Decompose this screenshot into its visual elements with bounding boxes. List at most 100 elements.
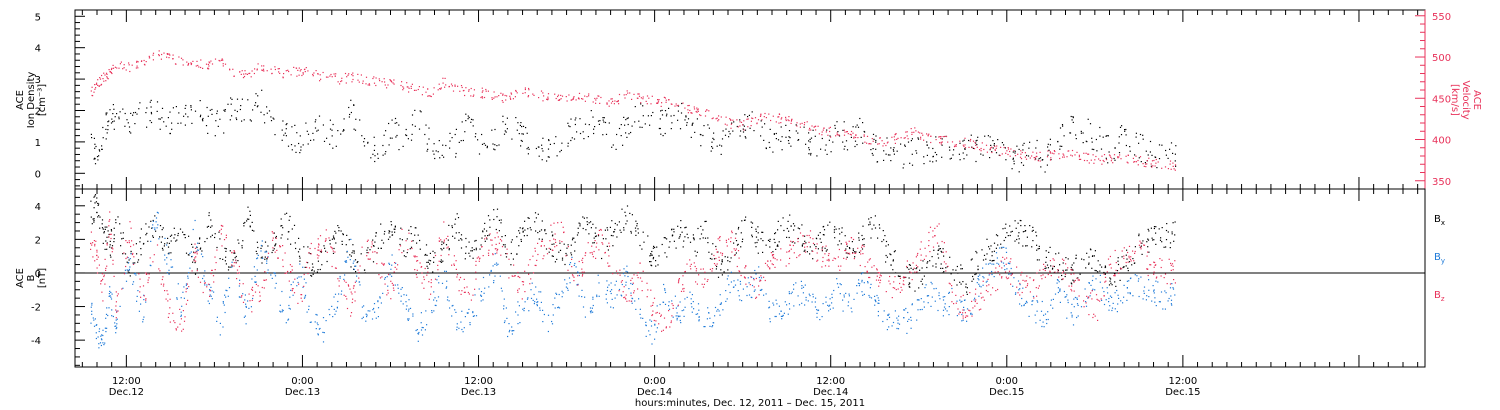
velocity-point bbox=[95, 87, 97, 89]
by-point bbox=[1148, 279, 1150, 281]
by-point bbox=[1140, 276, 1142, 278]
by-point bbox=[793, 288, 795, 290]
by-point bbox=[840, 284, 842, 286]
by-point bbox=[829, 298, 831, 300]
velocity-point bbox=[97, 79, 99, 81]
bx-point bbox=[429, 260, 432, 262]
velocity-point bbox=[1001, 153, 1003, 155]
bx-point bbox=[1109, 277, 1111, 279]
velocity-point bbox=[822, 129, 824, 131]
by-point bbox=[472, 312, 474, 314]
density-point bbox=[216, 112, 218, 115]
velocity-point bbox=[137, 61, 139, 63]
bx-point bbox=[140, 248, 142, 250]
velocity-point bbox=[785, 116, 787, 118]
bx-point bbox=[416, 242, 418, 244]
bz-point bbox=[601, 242, 603, 244]
bx-point bbox=[663, 237, 665, 239]
bx-point bbox=[251, 229, 253, 231]
density-point bbox=[620, 135, 622, 137]
by-point bbox=[508, 331, 510, 333]
bx-point bbox=[101, 223, 103, 225]
by-point bbox=[934, 300, 936, 302]
bx-point bbox=[113, 238, 115, 240]
by-point bbox=[691, 311, 693, 313]
bx-point bbox=[1035, 235, 1038, 237]
velocity-point bbox=[283, 73, 285, 75]
bz-point bbox=[443, 239, 445, 241]
bz-point bbox=[147, 281, 149, 284]
by-point bbox=[375, 317, 377, 319]
bz-point bbox=[755, 277, 757, 280]
bz-point bbox=[225, 234, 227, 236]
density-point bbox=[486, 145, 488, 147]
bz-point bbox=[330, 246, 332, 248]
density-point bbox=[260, 111, 262, 113]
by-point bbox=[344, 260, 346, 262]
velocity-point bbox=[459, 90, 461, 92]
bz-point bbox=[225, 237, 227, 239]
density-point bbox=[349, 113, 351, 116]
velocity-point bbox=[1092, 154, 1094, 156]
bx-point bbox=[819, 238, 821, 240]
by-point bbox=[1025, 300, 1028, 302]
by-point bbox=[340, 293, 342, 295]
density-point bbox=[1061, 145, 1063, 147]
bz-point bbox=[272, 237, 274, 239]
bx-point bbox=[198, 242, 200, 244]
density-point bbox=[119, 111, 121, 113]
velocity-point bbox=[168, 53, 170, 55]
by-point bbox=[561, 296, 563, 298]
bz-point bbox=[809, 230, 812, 232]
bz-point bbox=[458, 279, 460, 281]
velocity-point bbox=[106, 77, 108, 79]
by-point bbox=[974, 297, 976, 299]
bz-point bbox=[117, 310, 119, 312]
bz-point bbox=[475, 271, 477, 273]
by-point bbox=[508, 323, 510, 325]
density-point bbox=[254, 104, 256, 106]
by-point bbox=[1114, 292, 1116, 294]
velocity-point bbox=[780, 118, 782, 120]
bx-point bbox=[298, 237, 300, 239]
bx-point bbox=[495, 228, 497, 231]
bz-point bbox=[825, 245, 827, 247]
by-point bbox=[1066, 294, 1068, 296]
velocity-point bbox=[172, 58, 174, 60]
bz-point bbox=[534, 264, 536, 266]
by-point bbox=[768, 307, 770, 309]
bz-point bbox=[303, 273, 305, 276]
velocity-point bbox=[263, 70, 265, 72]
density-point bbox=[612, 144, 614, 146]
by-point bbox=[1035, 322, 1037, 324]
by-point bbox=[1032, 295, 1035, 298]
by-point bbox=[186, 287, 188, 289]
density-point bbox=[684, 119, 686, 121]
by-point bbox=[816, 312, 818, 314]
by-point bbox=[675, 315, 677, 317]
bx-point bbox=[1166, 223, 1168, 225]
density-point bbox=[788, 136, 790, 138]
bx-point bbox=[909, 286, 911, 288]
bz-point bbox=[772, 254, 775, 256]
bx-point bbox=[504, 235, 506, 237]
bx-point bbox=[742, 238, 744, 240]
bx-point bbox=[253, 230, 255, 232]
density-point bbox=[1170, 142, 1173, 144]
by-point bbox=[256, 258, 258, 260]
density-point bbox=[1029, 141, 1031, 143]
bx-point bbox=[841, 231, 843, 233]
bx-point bbox=[410, 233, 412, 235]
bz-point bbox=[698, 274, 700, 276]
by-point bbox=[314, 321, 316, 323]
by-point bbox=[888, 316, 891, 318]
bx-point bbox=[1153, 226, 1156, 228]
bx-point bbox=[1086, 252, 1088, 254]
bz-point bbox=[182, 328, 184, 330]
by-point bbox=[298, 276, 300, 278]
by-point bbox=[649, 319, 651, 321]
density-point bbox=[570, 118, 572, 120]
bx-point bbox=[260, 257, 262, 259]
by-point bbox=[1164, 290, 1166, 292]
bx-point bbox=[489, 226, 491, 228]
